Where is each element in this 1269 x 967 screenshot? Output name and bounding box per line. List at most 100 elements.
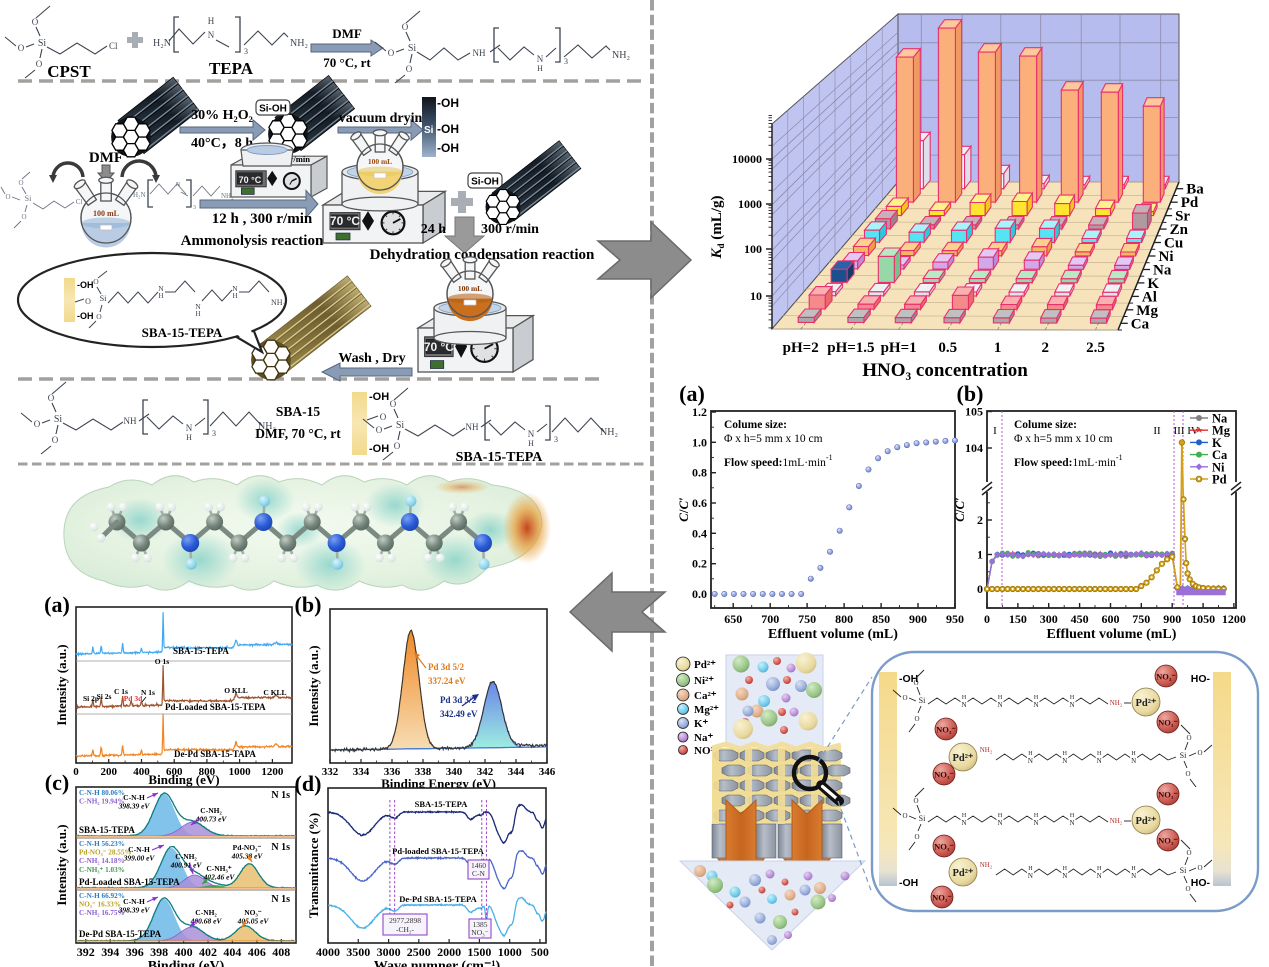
svg-text:3000: 3000 <box>377 945 401 959</box>
svg-text:Pd-Loaded SBA-15-TEPA: Pd-Loaded SBA-15-TEPA <box>165 702 266 712</box>
svg-text:N: N <box>158 284 164 293</box>
svg-text:3: 3 <box>554 435 558 444</box>
svg-text:105: 105 <box>965 405 983 419</box>
svg-text:0: 0 <box>73 766 79 778</box>
svg-text:N: N <box>1131 757 1136 765</box>
svg-text:400.73 eV: 400.73 eV <box>195 815 228 824</box>
svg-text:H: H <box>158 292 163 300</box>
svg-text:337.24 eV: 337.24 eV <box>428 676 466 686</box>
svg-text:398: 398 <box>150 945 168 959</box>
svg-text:II: II <box>1153 425 1161 437</box>
svg-text:r/min: r/min <box>290 154 311 164</box>
svg-text:vacuum drying: vacuum drying <box>339 111 430 126</box>
svg-text:O: O <box>34 419 41 429</box>
svg-text:Kd (mL/g): Kd (mL/g) <box>709 196 726 260</box>
svg-text:(b): (b) <box>295 592 322 617</box>
svg-text:I: I <box>993 425 997 437</box>
svg-text:Binding (eV): Binding (eV) <box>148 959 225 967</box>
svg-text:Ca²⁺: Ca²⁺ <box>694 690 717 702</box>
svg-text:C/C′: C/C′ <box>952 497 967 522</box>
svg-text:Pd²⁺: Pd²⁺ <box>953 868 974 879</box>
svg-text:750: 750 <box>1132 612 1150 626</box>
svg-text:H₂N: H₂N <box>153 38 171 49</box>
svg-text:C-N-H: C-N-H <box>128 845 150 854</box>
svg-text:1200: 1200 <box>1222 612 1246 626</box>
svg-text:334: 334 <box>353 766 370 778</box>
svg-text:2977,2898: 2977,2898 <box>389 916 421 925</box>
svg-text:0.6: 0.6 <box>692 496 707 510</box>
svg-text:394: 394 <box>101 945 119 959</box>
svg-text:900: 900 <box>909 612 927 626</box>
svg-text:402.46 eV: 402.46 eV <box>203 873 236 882</box>
svg-text:NO₃⁻: NO₃⁻ <box>1158 718 1178 728</box>
svg-text:1: 1 <box>994 340 1002 356</box>
svg-text:3: 3 <box>193 205 196 211</box>
svg-text:O: O <box>18 179 23 187</box>
svg-text:850: 850 <box>872 612 890 626</box>
svg-text:Al: Al <box>1142 289 1157 305</box>
svg-text:N 1s: N 1s <box>141 688 155 697</box>
svg-text:405.05 eV: 405.05 eV <box>237 917 270 926</box>
svg-text:Pd 3d 3/2: Pd 3d 3/2 <box>440 695 477 705</box>
svg-text:O KLL: O KLL <box>224 686 248 695</box>
svg-text:404: 404 <box>223 945 241 959</box>
svg-text:O: O <box>390 399 397 409</box>
svg-text:12 h , 300 r/min: 12 h , 300 r/min <box>212 211 313 227</box>
svg-text:Si: Si <box>99 293 107 303</box>
svg-text:O: O <box>1197 864 1202 872</box>
svg-text:4000: 4000 <box>316 945 340 959</box>
svg-text:O: O <box>388 48 395 58</box>
svg-text:Colume size:: Colume size: <box>724 419 787 431</box>
svg-text:Φ x h=5 mm x 10 cm: Φ x h=5 mm x 10 cm <box>724 433 823 445</box>
svg-text:3: 3 <box>244 47 248 56</box>
svg-text:Φ x h=5 mm x 10 cm: Φ x h=5 mm x 10 cm <box>1014 433 1113 445</box>
svg-text:NH₂: NH₂ <box>258 421 276 432</box>
svg-text:Si: Si <box>408 43 417 54</box>
svg-text:O: O <box>5 193 10 201</box>
svg-text:346: 346 <box>539 766 556 778</box>
svg-text:H: H <box>1131 866 1136 872</box>
svg-text:1: 1 <box>977 548 983 562</box>
svg-text:HO-: HO- <box>1191 673 1211 685</box>
svg-text:H: H <box>1063 751 1068 757</box>
svg-text:De-Pd SBA-15-TAPA: De-Pd SBA-15-TAPA <box>174 749 256 759</box>
svg-text:C-NH₂: C-NH₂ <box>175 852 197 861</box>
svg-text:C-N-H: C-N-H <box>123 897 145 906</box>
svg-text:C 1s: C 1s <box>114 687 128 696</box>
svg-text:C-N-H 56.23%: C-N-H 56.23% <box>79 840 125 848</box>
svg-text:NO₃⁻: NO₃⁻ <box>1158 790 1178 800</box>
svg-text:Cu: Cu <box>1164 236 1183 252</box>
svg-text:Pd²⁺: Pd²⁺ <box>1136 816 1157 827</box>
svg-text:0.2: 0.2 <box>692 557 707 571</box>
svg-text:O: O <box>1185 770 1190 778</box>
svg-text:NH₂: NH₂ <box>271 298 286 307</box>
svg-text:C-N-H: C-N-H <box>123 793 145 802</box>
svg-text:O: O <box>85 297 91 306</box>
svg-text:N: N <box>208 30 215 40</box>
svg-text:70 °C: 70 °C <box>330 214 360 228</box>
svg-text:NO₃⁻: NO₃⁻ <box>244 908 261 917</box>
svg-text:N: N <box>1062 757 1067 765</box>
svg-text:C-NH₂: C-NH₂ <box>200 806 222 815</box>
svg-text:H: H <box>998 813 1003 819</box>
svg-text:-OH: -OH <box>77 280 94 290</box>
svg-text:Na⁺: Na⁺ <box>694 732 713 744</box>
svg-text:332: 332 <box>322 766 339 778</box>
svg-text:O: O <box>48 393 55 403</box>
svg-text:H: H <box>537 64 543 73</box>
svg-text:1460: 1460 <box>471 861 486 870</box>
svg-text:O: O <box>96 312 102 321</box>
svg-text:HO-: HO- <box>1191 877 1211 889</box>
svg-text:CPST: CPST <box>47 62 91 81</box>
svg-text:402: 402 <box>199 945 217 959</box>
svg-text:NH₂: NH₂ <box>600 427 618 438</box>
svg-text:-OH: -OH <box>77 311 94 321</box>
svg-text:Transmittance (%): Transmittance (%) <box>306 813 321 919</box>
svg-text:2: 2 <box>977 513 983 527</box>
svg-text:H: H <box>1063 866 1068 872</box>
svg-text:N 1s: N 1s <box>271 842 290 853</box>
svg-text:600: 600 <box>166 766 183 778</box>
svg-text:0: 0 <box>984 612 990 626</box>
svg-text:(a): (a) <box>44 592 70 617</box>
svg-text:NO₃⁻: NO₃⁻ <box>934 770 954 780</box>
